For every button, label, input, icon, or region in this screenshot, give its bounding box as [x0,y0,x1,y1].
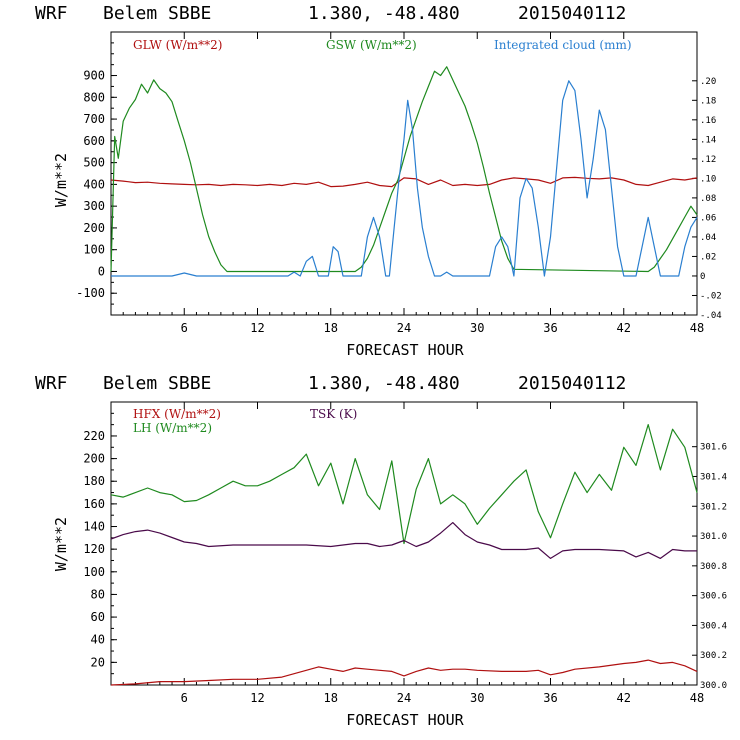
top-y2-tick-label: .10 [700,174,716,184]
bottom-x-ticks: 6 12 18 24 30 36 42 48 [122,402,704,705]
top-y-tick-label: 600 [83,134,105,148]
top-x-tick-label: 42 [617,321,631,335]
top-legend-glw: GLW (W/m**2) [133,38,222,52]
bottom-y-tick-label: 20 [91,655,105,669]
bottom-y2-ticks: 300.0 300.2 300.4 300.6 300.8 301.0 301.2 301.4… [692,443,727,691]
bottom-y-tick-label: 100 [83,565,105,579]
bottom-legend-hfx: HFX (W/m**2) [133,407,221,421]
top-y2-ticks: -.04 -.02 0 .02 .04 .06 .08 .10 .12 .14 .16 .18 .20 [692,77,722,321]
bottom-x-tick-label: 30 [470,691,484,705]
bottom-legend-lh: LH (W/m**2) [133,421,212,435]
top-header-model: WRF [35,3,68,24]
bottom-x-tick-label: 6 [181,691,188,705]
top-y-tick-label: 400 [83,177,105,191]
top-y2-tick-label: .20 [700,77,716,87]
bottom-x-tick-label: 36 [543,691,557,705]
bottom-x-axis-label: FORECAST HOUR [346,711,464,729]
top-header-coords: 1.380, -48.480 [308,3,460,24]
bottom-y2-tick-label: 300.2 [700,651,727,661]
bottom-header-coords: 1.380, -48.480 [308,373,460,394]
top-y2-tick-label: 0 [700,272,705,282]
top-series-glw-line [110,176,698,188]
top-legend-gsw: GSW (W/m**2) [326,38,417,52]
top-y-tick-label: 800 [83,90,105,104]
bottom-y2-tick-label: 300.0 [700,681,727,691]
bottom-y-tick-label: 60 [91,610,105,624]
top-x-ticks: 6 12 18 24 30 36 42 48 [122,32,704,335]
top-x-tick-label: 12 [250,321,264,335]
top-y-tick-label: 0 [98,264,105,278]
bottom-series-group [110,424,698,686]
top-legend-cloud: Integrated cloud (mm) [494,38,632,52]
bottom-y2-tick-label: 301.4 [700,472,727,482]
top-series-group [110,66,698,277]
top-y-axis-label: W/m**2 [52,153,70,207]
top-chart: WRF Belem SBBE 1.380, -48.480 2015040112… [35,3,722,359]
top-y2-tick-label: .04 [700,233,716,243]
bottom-series-hfx-line [110,659,698,686]
top-y2-tick-label: .08 [700,194,716,204]
top-y-tick-label: 500 [83,156,105,170]
bottom-y-tick-label: 140 [83,520,105,534]
bottom-y-tick-label: 180 [83,474,105,488]
top-y-tick-label: -100 [76,286,105,300]
bottom-y2-tick-label: 300.6 [700,592,727,602]
bottom-y-tick-label: 220 [83,429,105,443]
bottom-header-model: WRF [35,373,68,394]
bottom-series-lh-line [110,424,698,545]
top-y2-tick-label: .14 [700,135,716,145]
top-x-tick-label: 30 [470,321,484,335]
top-x-axis-label: FORECAST HOUR [346,341,464,359]
top-y2-tick-label: -.02 [700,291,722,301]
top-x-tick-label: 48 [690,321,704,335]
top-y-tick-label: 200 [83,221,105,235]
top-plot-frame [110,31,698,316]
top-header-run: 2015040112 [518,3,626,24]
bottom-y2-tick-label: 301.0 [700,532,727,542]
top-x-tick-label: 6 [181,321,188,335]
bottom-y2-tick-label: 300.8 [700,562,727,572]
bottom-y-ticks: 20 40 60 80 100 120 140 160 180 200 220 [83,401,117,686]
top-y-tick-label: 100 [83,243,105,257]
bottom-y2-tick-label: 301.2 [700,502,727,512]
bottom-y2-tick-label: 301.6 [700,443,727,453]
top-y2-tick-label: .16 [700,116,716,126]
bottom-y2-tick-label: 300.4 [700,621,727,631]
bottom-x-tick-label: 48 [690,691,704,705]
top-y2-tick-label: .12 [700,155,716,165]
bottom-y-tick-label: 200 [83,452,105,466]
bottom-x-tick-label: 24 [397,691,411,705]
bottom-series-tsk-line [110,521,697,560]
bottom-header-run: 2015040112 [518,373,626,394]
bottom-x-tick-label: 12 [250,691,264,705]
bottom-header-station: Belem SBBE [103,373,211,394]
top-y2-tick-label: .06 [700,213,716,223]
top-x-tick-label: 24 [397,321,411,335]
bottom-y-tick-label: 160 [83,497,105,511]
top-y2-tick-label: .18 [700,96,716,106]
bottom-y-axis-label: W/m**2 [52,517,70,571]
top-header-station: Belem SBBE [103,3,211,24]
top-y2-tick-label: -.04 [700,311,722,321]
top-y-ticks: -100 0 100 200 300 400 500 600 700 800 900 [76,31,117,316]
bottom-y-tick-label: 120 [83,542,105,556]
top-y-tick-label: 300 [83,199,105,213]
bottom-y-tick-label: 80 [91,587,105,601]
top-y-tick-label: 900 [83,69,105,83]
top-x-tick-label: 36 [543,321,557,335]
top-y2-tick-label: .02 [700,252,716,262]
top-y-tick-label: 700 [83,112,105,126]
bottom-y-tick-label: 40 [91,633,105,647]
bottom-x-tick-label: 18 [324,691,338,705]
top-series-integrated-line [111,80,698,277]
bottom-chart: WRF Belem SBBE 1.380, -48.480 2015040112… [35,373,727,729]
top-x-tick-label: 18 [324,321,338,335]
bottom-legend-tsk: TSK (K) [310,407,357,421]
bottom-x-tick-label: 42 [617,691,631,705]
